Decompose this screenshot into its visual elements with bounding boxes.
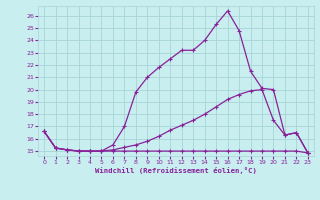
X-axis label: Windchill (Refroidissement éolien,°C): Windchill (Refroidissement éolien,°C) (95, 167, 257, 174)
